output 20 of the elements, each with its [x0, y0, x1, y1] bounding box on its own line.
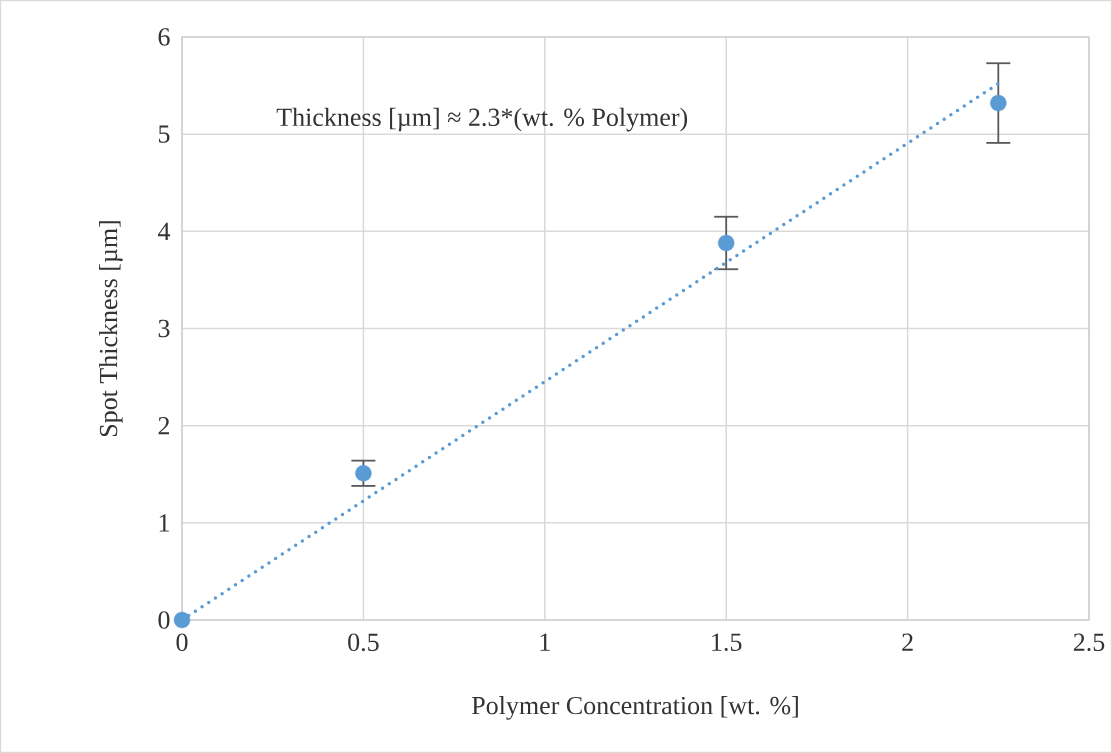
x-axis-title: Polymer Concentration [wt. %]	[471, 696, 798, 720]
x-tick-label: 1	[540, 633, 550, 651]
y-tick-label: 3	[158, 319, 170, 338]
point	[718, 234, 735, 252]
annotation: Thickness [µm] ≈ 2.3*(wt. % Polymer)	[276, 107, 688, 132]
x-tick-label: 1.5	[712, 633, 742, 652]
y-tick-label: 0	[158, 611, 170, 629]
point	[355, 465, 372, 482]
y-tick-label: 5	[158, 125, 170, 143]
x-tick-label: 2.5	[1073, 633, 1105, 652]
point	[173, 611, 191, 629]
y-tick-label: 6	[158, 28, 170, 46]
y-tick-label: 2	[158, 417, 170, 435]
x-tick-label: 0	[176, 633, 188, 652]
y-tick-label: 1	[159, 514, 169, 532]
point	[990, 94, 1007, 112]
y-axis-title: Spot Thickness [µm]	[99, 221, 123, 437]
x-tick-label: 0.5	[348, 633, 379, 652]
y-tick-label: 4	[157, 222, 171, 240]
x-tick-label: 2	[902, 633, 913, 651]
